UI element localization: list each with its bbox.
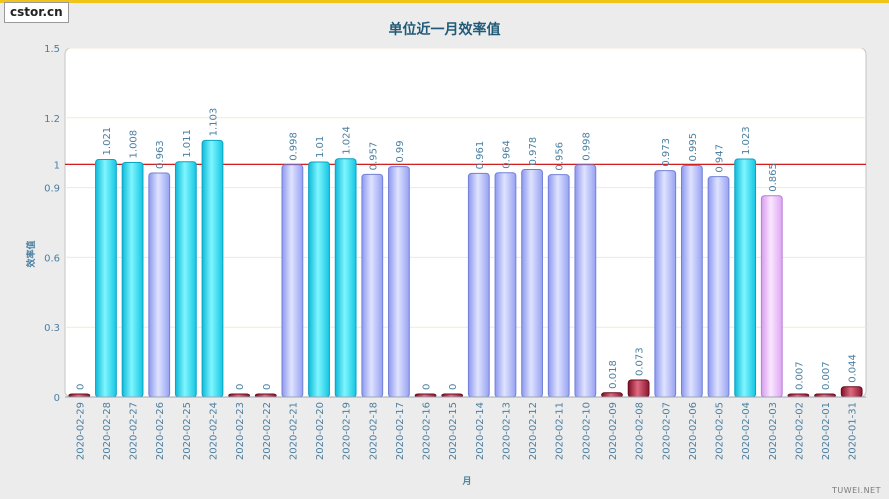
bar-value-label: 0.964 xyxy=(501,140,512,169)
bar-value-label: 0 xyxy=(448,384,459,390)
x-tick-label: 2020-02-01 xyxy=(821,402,832,460)
bar-value-label: 1.021 xyxy=(102,127,113,156)
x-tick-label: 2020-02-18 xyxy=(368,402,379,460)
x-tick-label: 2020-02-19 xyxy=(342,402,353,460)
x-tick-label: 2020-02-05 xyxy=(715,402,726,460)
bar-value-label: 0 xyxy=(235,384,246,390)
chart-title: 单位近一月效率值 xyxy=(388,22,501,38)
x-tick-label: 2020-02-17 xyxy=(395,402,406,460)
x-tick-label: 2020-02-27 xyxy=(129,402,140,460)
y-tick-label: 0 xyxy=(54,393,60,404)
bar-value-label: 0.007 xyxy=(794,361,805,390)
bar-value-label: 0.99 xyxy=(395,140,406,162)
bar[interactable] xyxy=(734,158,757,398)
bar-value-label: 1.023 xyxy=(741,126,752,155)
bar[interactable] xyxy=(121,161,144,398)
bar[interactable] xyxy=(521,168,543,398)
bar-value-label: 0.073 xyxy=(635,347,646,376)
bar-value-label: 0.998 xyxy=(581,132,592,161)
x-tick-label: 2020-02-11 xyxy=(555,402,566,460)
x-tick-label: 2020-02-21 xyxy=(288,402,299,460)
bar[interactable] xyxy=(388,166,410,398)
y-tick-label: 0.6 xyxy=(44,253,60,264)
x-tick-label: 2020-02-20 xyxy=(315,402,326,460)
bar-value-label: 1.024 xyxy=(342,126,353,155)
bar[interactable] xyxy=(654,170,677,398)
y-tick-label: 0.9 xyxy=(44,184,60,195)
bar-value-label: 0.957 xyxy=(368,142,379,171)
bar-value-label: 0.995 xyxy=(688,133,699,162)
bar[interactable] xyxy=(174,161,197,398)
x-tick-label: 2020-02-15 xyxy=(448,402,459,460)
bar[interactable] xyxy=(707,176,730,398)
watermark: TUWEI.NET xyxy=(831,486,881,495)
x-axis-title: 月 xyxy=(461,476,471,487)
site-logo[interactable]: cstor.cn xyxy=(4,2,69,23)
bar-value-label: 0.956 xyxy=(555,142,566,171)
x-tick-label: 2020-02-13 xyxy=(501,402,512,460)
bar-value-label: 1.01 xyxy=(315,136,326,158)
y-tick-label: 1 xyxy=(54,160,60,171)
x-tick-label: 2020-02-02 xyxy=(794,402,805,460)
bar[interactable] xyxy=(334,158,357,398)
x-tick-label: 2020-02-24 xyxy=(208,402,219,460)
bar[interactable] xyxy=(494,172,517,398)
bar-value-label: 0.998 xyxy=(288,132,299,161)
bar[interactable] xyxy=(547,174,570,398)
x-tick-label: 2020-02-12 xyxy=(528,402,539,460)
bar[interactable] xyxy=(281,164,304,398)
bar-value-label: 0.947 xyxy=(715,144,726,173)
y-tick-label: 1.2 xyxy=(44,114,60,125)
bar[interactable] xyxy=(361,173,384,398)
x-tick-label: 2020-02-29 xyxy=(75,402,86,460)
bar-value-label: 0.865 xyxy=(768,163,779,192)
bar-value-label: 0.961 xyxy=(475,141,486,170)
bar-value-label: 1.103 xyxy=(208,108,219,137)
x-tick-label: 2020-02-03 xyxy=(768,402,779,460)
bar[interactable] xyxy=(148,172,171,398)
top-accent-strip xyxy=(0,0,889,3)
x-tick-label: 2020-02-14 xyxy=(475,402,486,460)
bar[interactable] xyxy=(201,139,224,398)
x-tick-label: 2020-02-25 xyxy=(182,402,193,460)
bar[interactable] xyxy=(308,161,330,398)
bar-value-label: 0 xyxy=(262,384,273,390)
x-tick-label: 2020-02-07 xyxy=(661,402,672,460)
bar[interactable] xyxy=(95,158,117,398)
bar-value-label: 0.007 xyxy=(821,361,832,390)
bar[interactable] xyxy=(760,195,783,398)
x-tick-label: 2020-01-31 xyxy=(848,402,859,460)
bar[interactable] xyxy=(601,392,623,398)
bar[interactable] xyxy=(840,386,863,398)
y-axis-title: 效率值 xyxy=(25,240,37,267)
x-tick-label: 2020-02-23 xyxy=(235,402,246,460)
x-tick-label: 2020-02-06 xyxy=(688,402,699,460)
bar[interactable] xyxy=(574,164,597,398)
x-tick-label: 2020-02-10 xyxy=(581,402,592,460)
bar-value-label: 0.044 xyxy=(848,354,859,383)
x-tick-label: 2020-02-26 xyxy=(155,402,166,460)
bar[interactable] xyxy=(467,172,490,398)
x-tick-label: 2020-02-08 xyxy=(635,402,646,460)
bar[interactable] xyxy=(627,379,650,398)
x-tick-label: 2020-02-04 xyxy=(741,402,752,460)
y-tick-label: 0.3 xyxy=(44,323,60,334)
x-tick-label: 2020-02-22 xyxy=(262,402,273,460)
x-tick-label: 2020-02-16 xyxy=(422,402,433,460)
bar-value-label: 1.008 xyxy=(129,130,140,159)
bar-value-label: 0 xyxy=(75,384,86,390)
x-tick-label: 2020-02-28 xyxy=(102,402,113,460)
bar-value-label: 0.978 xyxy=(528,137,539,166)
y-tick-label: 1.5 xyxy=(44,44,60,55)
bar-value-label: 0 xyxy=(422,384,433,390)
bar[interactable] xyxy=(680,164,703,398)
bar-value-label: 0.963 xyxy=(155,140,166,169)
bar-value-label: 0.973 xyxy=(661,138,672,167)
bar-value-label: 1.011 xyxy=(182,129,193,158)
x-tick-label: 2020-02-09 xyxy=(608,402,619,460)
bar-value-label: 0.018 xyxy=(608,360,619,389)
